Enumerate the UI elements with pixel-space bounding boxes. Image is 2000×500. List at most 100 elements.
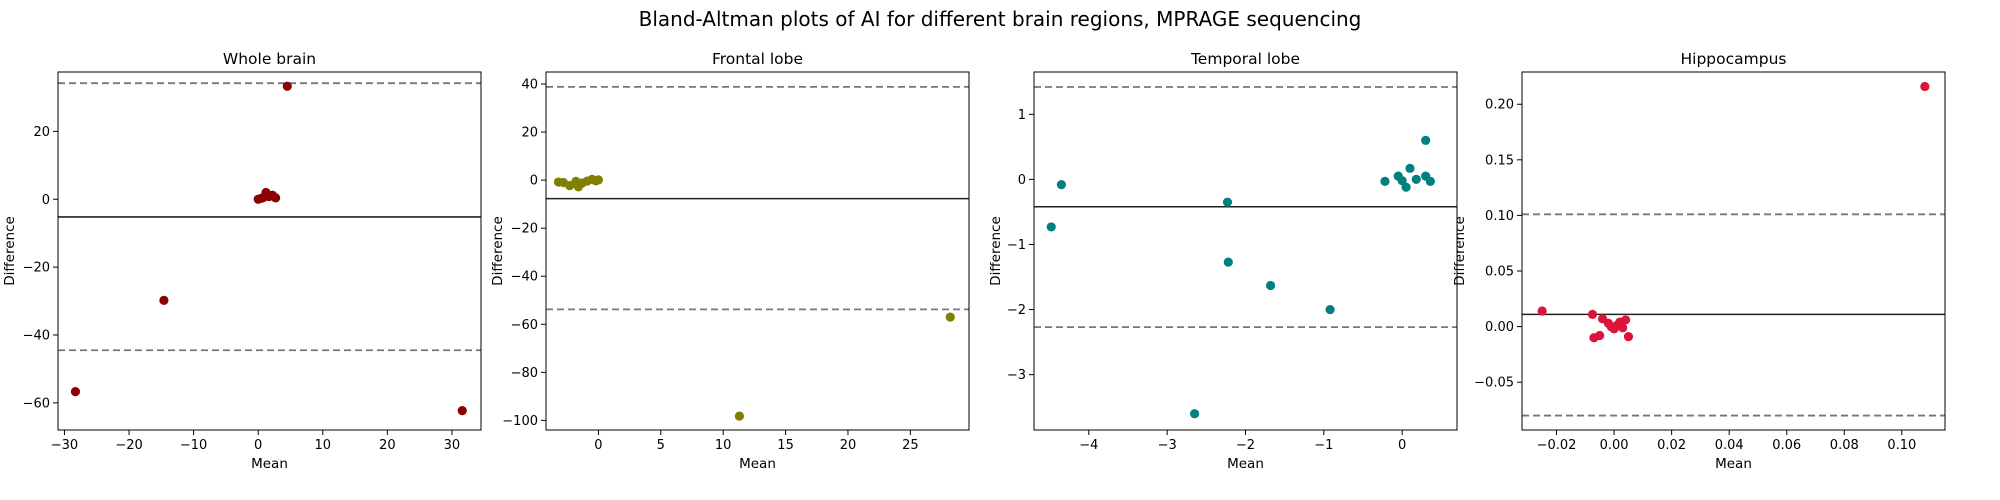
data-point [1623,332,1634,342]
x-tick-label: 0 [594,438,602,453]
panel-hippocampus: Hippocampus −0.02 0.00 0.02 0.04 0.06 0.08 0.10… [1452,50,1946,472]
y-tick-label: −60 [511,318,538,333]
x-tick-label: 0.04 [1715,438,1744,453]
panel-whole-brain: Whole brain −30 −20 −10 0 10 20 30 −60 −40 −20 0 20 M… [2,50,482,472]
data-points [1537,81,1930,343]
y-tick-label: 20 [521,126,538,141]
x-tick-label: 0.02 [1657,438,1686,453]
data-point [1380,176,1390,186]
y-tick-label: −40 [23,328,50,343]
data-points [70,81,467,416]
y-tick-label: 0.20 [1485,98,1514,113]
y-tick-label: 0.00 [1485,320,1514,335]
panel-title: Temporal lobe [1190,50,1300,68]
x-tick-label: 0.08 [1830,438,1859,453]
x-tick-label: −10 [180,438,207,453]
y-tick-label: 40 [521,78,538,93]
x-tick-label: 0 [254,438,262,453]
data-point [1223,257,1233,267]
data-point [1587,309,1598,319]
data-point [945,312,955,322]
x-tick-label: 25 [902,438,919,453]
y-tick-label: −20 [511,222,538,237]
y-tick-label: 0.10 [1485,209,1514,224]
data-point [282,81,292,91]
data-point [271,193,281,203]
data-point [1618,323,1628,333]
x-tick-label: −0.02 [1537,438,1577,453]
x-tick-label: 15 [777,438,794,453]
data-point [1401,182,1411,192]
y-tick-label: 0.15 [1485,153,1514,168]
data-point [734,411,745,421]
x-tick-label: 20 [379,438,396,453]
data-point [1056,180,1067,190]
y-tick-label: −80 [511,366,538,381]
data-point [1325,304,1335,315]
panel-title: Hippocampus [1681,50,1787,68]
panel-temporal-lobe: Temporal lobe −4 −3 −2 −1 0 −3 −2 −1 0 1 Mean Differ… [988,50,1458,472]
data-point [593,175,604,185]
y-tick-label: 0 [1018,173,1026,188]
y-tick-label: 0 [42,193,50,208]
x-tick-label: −3 [1158,438,1177,453]
y-axis-label: Difference [988,216,1004,286]
data-point [1189,409,1200,419]
figure-title: Bland-Altman plots of AI for different b… [639,7,1362,31]
data-point [1425,176,1435,186]
x-axis-label: Mean [1715,456,1752,472]
x-tick-label: 5 [657,438,665,453]
x-tick-label: 0.10 [1887,438,1916,453]
data-point [159,295,169,305]
x-tick-label: 20 [840,438,857,453]
y-tick-label: −100 [502,414,538,429]
y-tick-label: −1 [1007,238,1026,253]
y-tick-label: −40 [511,270,538,285]
axes-frame [1033,71,1458,431]
data-point [1405,163,1415,173]
data-point [1920,81,1930,92]
y-tick-label: −0.05 [1474,376,1514,391]
data-point [1046,222,1056,232]
x-tick-label: −30 [51,438,78,453]
x-tick-label: 0 [1398,438,1406,453]
y-axis-label: Difference [1452,216,1468,286]
y-tick-label: 0.05 [1485,265,1514,280]
x-tick-label: −20 [115,438,142,453]
y-tick-label: −20 [23,261,50,276]
y-tick-label: −3 [1007,368,1026,383]
x-axis-label: Mean [1227,456,1264,472]
data-point [1537,306,1547,316]
panel-frontal-lobe: Frontal lobe 0 5 10 15 20 25 −100 −80 −60 −40 −20 0 2… [490,50,970,472]
x-tick-label: 10 [715,438,732,453]
panel-title: Frontal lobe [712,50,803,68]
x-tick-label: 0.00 [1600,438,1629,453]
y-tick-label: −2 [1007,303,1026,318]
panel-title: Whole brain [223,50,316,68]
x-tick-label: −2 [1236,438,1255,453]
x-tick-label: −1 [1314,438,1333,453]
data-point [1421,135,1431,145]
axes-frame [1521,71,1946,431]
data-point [1265,280,1276,291]
x-tick-label: 0.06 [1772,438,1801,453]
data-point [457,406,467,416]
x-axis-label: Mean [739,456,776,472]
x-axis-label: Mean [251,456,288,472]
y-tick-label: 1 [1018,108,1026,123]
y-tick-label: 20 [33,125,50,140]
x-tick-label: −4 [1079,438,1098,453]
data-point [1620,315,1631,325]
data-point [1595,330,1605,341]
x-tick-label: 30 [444,438,461,453]
data-point [1411,174,1421,184]
axes-frame [57,71,482,431]
axes-frame [545,71,970,431]
y-axis-label: Difference [2,216,18,286]
data-point [70,387,81,397]
y-axis-label: Difference [490,216,506,286]
data-points [553,174,955,421]
data-points [1046,135,1435,419]
data-point [1222,197,1233,207]
